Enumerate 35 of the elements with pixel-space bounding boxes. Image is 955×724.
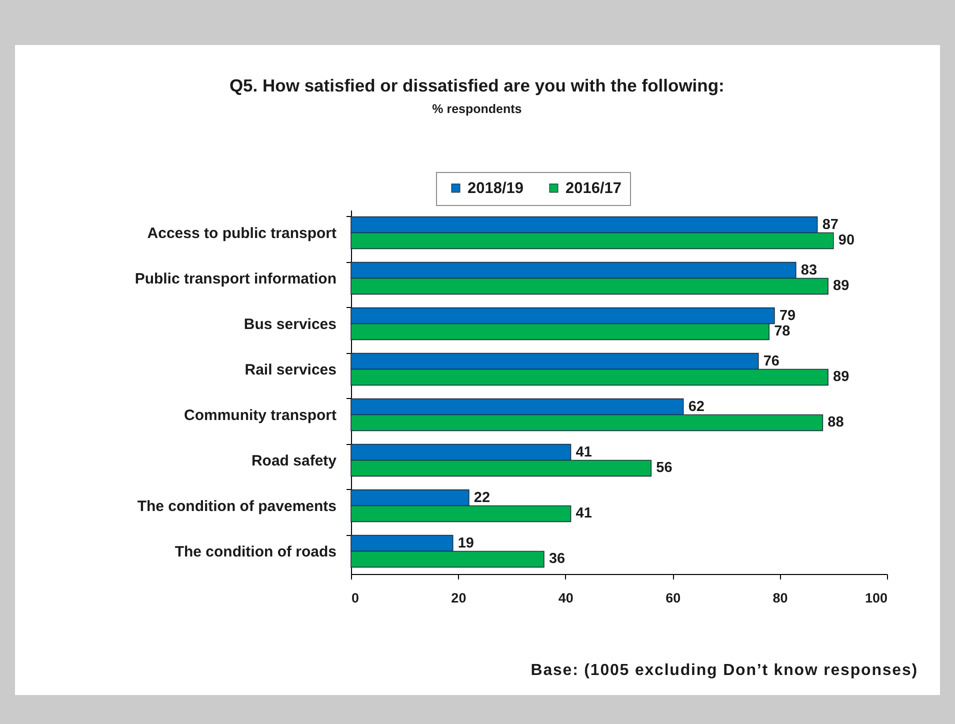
- legend-label: 2018/19: [468, 180, 524, 198]
- x-tick-label: 20: [451, 590, 466, 606]
- y-tick-label: Access to public transport: [147, 224, 336, 242]
- chart-title: Q5. How satisfied or dissatisfied are you with the following:: [229, 76, 724, 96]
- y-tick-label: Public transport information: [134, 270, 336, 288]
- data-label: 41: [576, 444, 592, 460]
- data-label: 88: [828, 414, 844, 431]
- y-tick-label: Bus services: [244, 316, 336, 333]
- data-label: 36: [548, 551, 566, 568]
- data-label: 22: [474, 490, 490, 506]
- x-tick-label: 60: [666, 590, 681, 606]
- data-label: 89: [833, 369, 850, 386]
- data-label: 87: [822, 216, 838, 233]
- data-label: 90: [838, 232, 855, 249]
- data-label: 83: [800, 262, 818, 278]
- data-label: 19: [458, 535, 474, 552]
- x-tick-label: 100: [864, 590, 888, 606]
- text: Base: (1005 excluding Don’t know responses): [530, 662, 918, 680]
- x-tick-label: 0: [352, 590, 360, 606]
- data-label: 79: [779, 308, 796, 324]
- x-tick-label: 40: [558, 590, 574, 606]
- data-label: 76: [763, 353, 780, 370]
- data-label: 56: [656, 460, 672, 476]
- y-tick-label: The condition of pavements: [137, 498, 336, 515]
- chart-subtitle: % respondents: [432, 102, 522, 116]
- data-label: 62: [688, 398, 704, 415]
- data-label: 41: [576, 506, 592, 522]
- y-tick-label: The condition of roads: [174, 543, 336, 560]
- data-label: 89: [833, 278, 850, 294]
- y-tick-label: Road safety: [251, 452, 338, 470]
- x-tick-label: 80: [772, 590, 788, 606]
- legend-label: 2016/17: [566, 180, 622, 198]
- y-tick-label: Community transport: [184, 406, 336, 424]
- y-tick-label: Rail services: [244, 361, 336, 378]
- data-label: 78: [774, 324, 790, 340]
